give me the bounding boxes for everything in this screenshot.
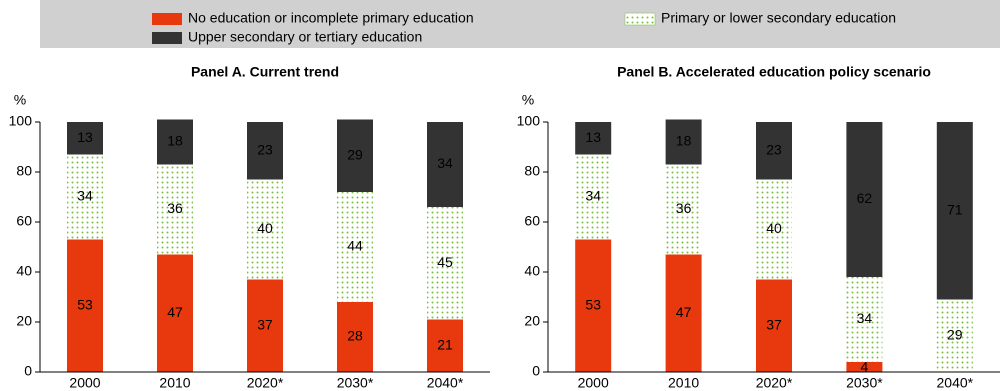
bar-segment	[427, 207, 463, 320]
legend-label: No education or incomplete primary educa…	[188, 10, 474, 26]
value-label: 62	[857, 190, 873, 206]
legend-label: Upper secondary or tertiary education	[188, 29, 422, 45]
legend-label: Primary or lower secondary education	[661, 10, 896, 26]
value-label: 4	[861, 359, 869, 375]
value-label: 34	[437, 155, 453, 171]
x-tick-label: 2010	[668, 375, 699, 391]
bar-segment	[756, 179, 792, 280]
bar-segment	[427, 122, 463, 207]
value-label: 71	[947, 201, 963, 217]
bar-segment	[67, 239, 103, 372]
value-label: 29	[347, 146, 363, 162]
x-tick-label: 2040*	[427, 375, 464, 391]
chart-title: Panel B. Accelerated education policy sc…	[617, 64, 931, 80]
y-tick-label: 40	[524, 263, 540, 279]
x-tick-label: 2000	[69, 375, 100, 391]
x-tick-label: 2000	[578, 375, 609, 391]
y-tick-label: 40	[16, 263, 32, 279]
value-label: 53	[77, 296, 93, 312]
value-label: 34	[585, 188, 601, 204]
legend-swatch	[152, 32, 182, 44]
value-label: 13	[77, 129, 93, 145]
value-label: 47	[167, 304, 183, 320]
x-tick-label: 2030*	[337, 375, 374, 391]
bar-segment	[665, 164, 702, 255]
x-tick-label: 2010	[159, 375, 190, 391]
value-label: 47	[676, 304, 692, 320]
bar-segment	[337, 192, 373, 302]
bar-segment	[575, 122, 612, 155]
legend-box	[40, 0, 1000, 48]
bar-segment	[427, 319, 463, 372]
value-label: 36	[167, 200, 183, 216]
y-tick-label: 100	[9, 113, 33, 129]
y-tick-label: 20	[16, 313, 32, 329]
y-tick-label: 0	[24, 363, 32, 379]
bar-segment	[157, 254, 193, 372]
value-label: 37	[257, 316, 273, 332]
bar-segment	[575, 154, 612, 240]
value-label: 53	[585, 296, 601, 312]
value-label: 18	[676, 133, 692, 149]
bar-segment	[67, 154, 103, 240]
bar-segment	[846, 277, 883, 362]
bar-segment	[936, 122, 973, 300]
bar-segment	[157, 119, 193, 165]
y-tick-label: 60	[524, 213, 540, 229]
y-tick-label: 80	[16, 163, 32, 179]
value-label: 34	[77, 188, 93, 204]
bar-segment	[936, 299, 973, 372]
bar-segment	[846, 122, 883, 277]
value-label: 36	[676, 200, 692, 216]
chart-title: Panel A. Current trend	[191, 64, 339, 80]
value-label: 28	[347, 328, 363, 344]
value-label: 23	[766, 141, 782, 157]
value-label: 37	[766, 316, 782, 332]
x-tick-label: 2040*	[937, 375, 974, 391]
legend-swatch	[152, 13, 182, 25]
value-label: 18	[167, 133, 183, 149]
value-label: 29	[947, 326, 963, 342]
value-label: 34	[857, 310, 873, 326]
value-label: 23	[257, 141, 273, 157]
y-tick-label: 80	[524, 163, 540, 179]
bar-segment	[665, 254, 702, 372]
value-label: 40	[257, 220, 273, 236]
bar-segment	[575, 239, 612, 372]
y-axis-label: %	[14, 92, 26, 108]
value-label: 45	[437, 254, 453, 270]
bar-segment	[337, 119, 373, 192]
y-tick-label: 100	[517, 113, 541, 129]
bar-segment	[157, 164, 193, 255]
bar-segment	[337, 302, 373, 372]
bar-segment	[247, 279, 283, 372]
value-label: 21	[437, 336, 453, 352]
y-axis-label: %	[522, 92, 534, 108]
x-tick-label: 2020*	[756, 375, 793, 391]
x-tick-label: 2020*	[247, 375, 284, 391]
bar-segment	[665, 119, 702, 165]
bar-segment	[756, 122, 792, 180]
legend-swatch	[624, 12, 656, 26]
value-label: 13	[585, 129, 601, 145]
value-label: 44	[347, 238, 363, 254]
y-tick-label: 60	[16, 213, 32, 229]
bar-segment	[247, 122, 283, 180]
bar-segment	[67, 122, 103, 155]
y-tick-label: 0	[532, 363, 540, 379]
bar-segment	[756, 279, 792, 372]
bar-segment	[247, 179, 283, 280]
value-label: 40	[766, 220, 782, 236]
x-tick-label: 2030*	[846, 375, 883, 391]
y-tick-label: 20	[524, 313, 540, 329]
bar-segment	[846, 362, 883, 372]
